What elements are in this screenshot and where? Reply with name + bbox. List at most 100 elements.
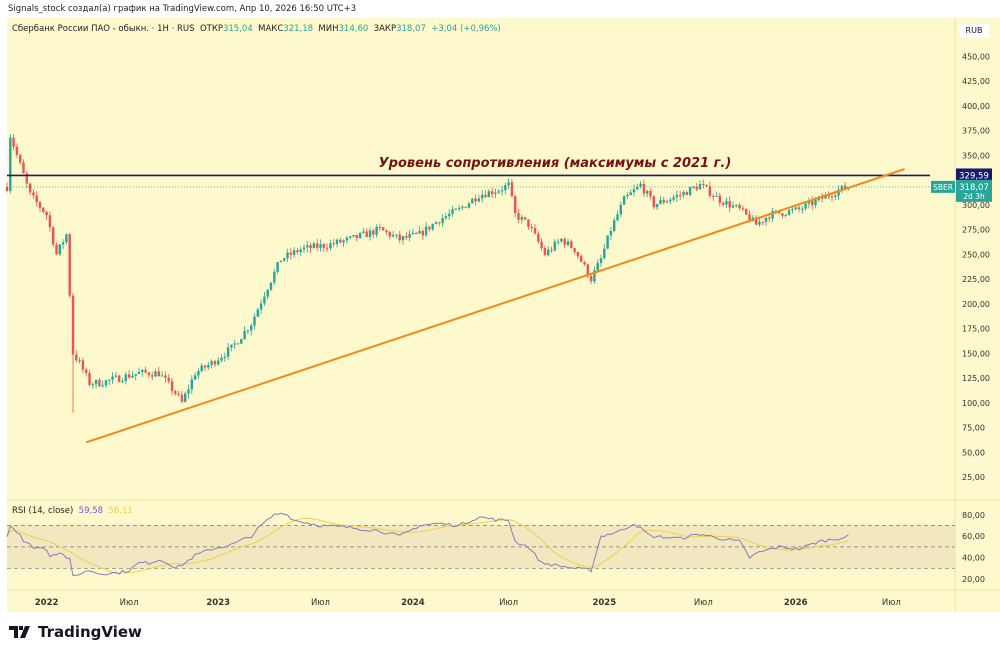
candle-body (560, 238, 563, 242)
candle-body (134, 373, 137, 376)
candle-body (758, 221, 761, 225)
resistance-price-label: 329,59 (959, 171, 989, 181)
candle-body (632, 189, 636, 193)
candle-body (292, 250, 296, 255)
price-tick-label: 375,00 (962, 127, 990, 136)
candle-body (197, 371, 200, 376)
candle-body (15, 146, 19, 155)
candle-body (309, 245, 312, 249)
tradingview-logo[interactable]: TradingView (9, 623, 142, 641)
price-tick-label: 150,00 (962, 349, 990, 358)
candle-body (804, 203, 807, 209)
candle-body (728, 200, 731, 208)
rsi-band (7, 525, 955, 569)
candle-body (127, 374, 131, 378)
price-tick-label: 225,00 (962, 275, 990, 284)
candle-body (824, 194, 827, 199)
candle-body (349, 236, 352, 238)
candle-body (626, 194, 629, 197)
candle-body (791, 209, 794, 211)
candle-body (48, 215, 52, 228)
candle-body (794, 207, 797, 210)
candle-body (741, 208, 745, 210)
candle-body (180, 394, 184, 402)
candle-body (682, 192, 685, 196)
candle-body (807, 201, 811, 204)
candle-body (527, 219, 530, 227)
symbol-info: Сбербанк России ПАО - обыкн. · 1H · RUS (12, 24, 195, 34)
candle-body (834, 195, 837, 197)
candle-body (669, 199, 672, 202)
price-tick-label: 350,00 (962, 151, 990, 160)
candle-body (339, 239, 342, 243)
chart-credit: Signals_stock создал(а) график на Tradin… (8, 4, 357, 14)
candle-body (474, 198, 477, 202)
candle-body (256, 309, 259, 317)
candle-body (141, 369, 144, 372)
time-tick-label: 2026 (784, 598, 808, 608)
candle-body (200, 365, 203, 372)
candle-body (606, 235, 609, 249)
time-tick-label: 2022 (35, 598, 59, 608)
candle-body (814, 199, 817, 206)
candle-body (236, 343, 240, 345)
candle-body (688, 187, 692, 196)
candle-body (613, 220, 616, 232)
candle-body (827, 194, 830, 197)
candle-body (761, 221, 764, 223)
candle-body (616, 214, 619, 221)
candle-body (316, 243, 319, 248)
price-tick-label: 50,00 (962, 448, 985, 457)
candle-body (121, 381, 124, 383)
candle-body (391, 235, 395, 237)
candle-body (764, 217, 768, 222)
candle-body (510, 182, 514, 197)
candle-body (573, 248, 576, 253)
candle-body (61, 242, 65, 245)
candle-body (467, 203, 471, 208)
rsi-legend: RSI (14, close) 59,58 56,11 (12, 506, 133, 516)
symbol-legend: Сбербанк России ПАО - обыкн. · 1H · RUS … (12, 24, 501, 34)
time-tick-label: Июл (311, 598, 330, 608)
candle-body (642, 183, 646, 194)
price-tick-label: 425,00 (962, 77, 990, 86)
candle-body (385, 230, 388, 232)
candle-body (593, 270, 596, 282)
candle-body (517, 212, 520, 220)
candle-body (520, 217, 523, 220)
rsi-tick-label: 40,00 (962, 554, 985, 563)
candle-body (5, 186, 9, 191)
last-price-label: 318,07 (959, 183, 989, 193)
candle-body (830, 196, 834, 198)
candle-body (378, 226, 382, 228)
candle-body (302, 247, 306, 250)
last-price-badge (956, 179, 992, 202)
candle-body (151, 375, 154, 377)
candle-body (725, 200, 728, 205)
price-tick-label: 400,00 (962, 102, 990, 111)
candle-body (622, 196, 626, 205)
chart-pane[interactable] (7, 18, 1000, 612)
candle-body (296, 250, 299, 253)
candle-body (164, 375, 167, 378)
candle-body (580, 256, 583, 262)
resistance-price-badge (956, 168, 992, 182)
candle-body (553, 241, 556, 251)
candle-body (596, 262, 599, 271)
candle-body (702, 183, 705, 185)
candle-body (401, 236, 405, 241)
candle-body (738, 204, 741, 209)
candle-body (71, 295, 75, 355)
candle-body (345, 237, 349, 241)
candle-body (157, 371, 160, 377)
candle-body (246, 330, 250, 332)
candle-body (352, 234, 355, 237)
candle-body (705, 184, 708, 187)
candle-body (137, 371, 141, 374)
candle-body (259, 303, 263, 310)
low-value: 314,60 (338, 24, 369, 34)
bar-countdown: 2d 3h (963, 192, 985, 201)
currency-button[interactable]: RUB (959, 24, 989, 38)
candle-body (45, 212, 48, 216)
